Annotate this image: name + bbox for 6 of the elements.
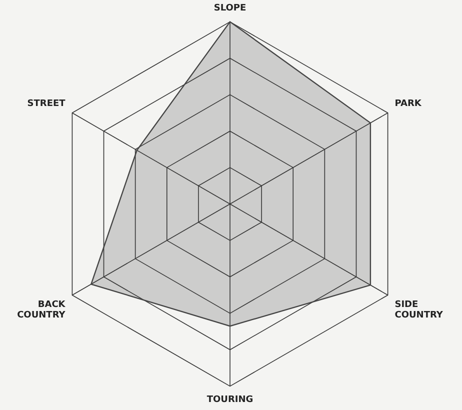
spoke-label: SIDE COUNTRY [394, 300, 444, 321]
spoke-label: STREET [27, 98, 66, 109]
spoke-label: SLOPE [214, 4, 246, 14]
spoke-label: PARK [394, 98, 422, 109]
spoke-label: BACK COUNTRY [17, 300, 66, 321]
spoke-label: TOURING [206, 394, 254, 405]
